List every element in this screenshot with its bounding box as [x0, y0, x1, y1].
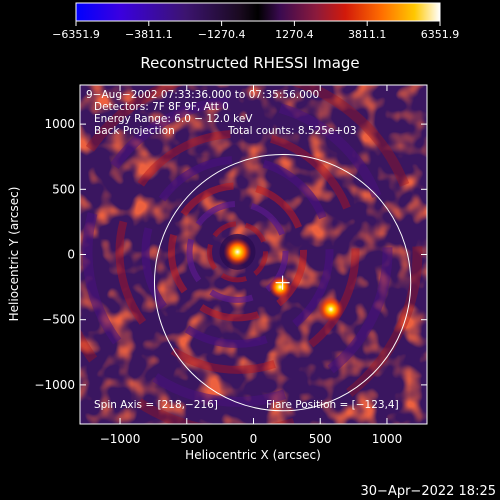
y-tick-label: 1000 [44, 117, 75, 131]
ring [206, 221, 268, 283]
ring [115, 129, 360, 374]
sources [223, 237, 344, 322]
ring [186, 200, 289, 303]
y-axis-label: Heliocentric Y (arcsec) [7, 187, 21, 322]
x-axis: −1000 −500 0 500 1000 [100, 85, 402, 446]
annotation-spin-axis: Spin Axis = [218,−216] [94, 399, 218, 411]
annotation-method: Back Projection [94, 125, 175, 137]
annotation-energy: Energy Range: 6.0 − 12.0 keV [94, 113, 253, 125]
annotation-time: 9−Aug−2002 07:33:36.000 to 07:35:56.000 [86, 89, 319, 101]
solar-limb [153, 154, 412, 412]
concentric-rings [80, 85, 423, 424]
annotation-detectors: Detectors: 7F 8F 9F, Att 0 [94, 101, 229, 113]
y-tick-label: −500 [42, 313, 75, 327]
annotation-counts: Total counts: 8.525e+03 [227, 125, 357, 137]
footer-timestamp: 30−Apr−2022 18:25 [361, 484, 497, 499]
cross-marker [275, 275, 290, 290]
x-tick-label: −1000 [100, 432, 141, 446]
colorbar-tick-label: −6351.9 [52, 28, 100, 41]
colorbar-tick-label: 1270.4 [275, 28, 314, 41]
ring [167, 182, 307, 322]
source-2 [268, 275, 292, 299]
colorbar-tick-label: −1270.4 [198, 28, 246, 41]
colorbar: −6351.9 −3811.1 −1270.4 1270.4 3811.1 6351.9 [52, 2, 459, 41]
colorbar-tick-label: 6351.9 [421, 28, 460, 41]
y-tick-label: −1000 [34, 378, 75, 392]
ring [141, 155, 334, 348]
ring [80, 85, 423, 424]
image-area [80, 85, 427, 424]
x-tick-label: 0 [250, 432, 258, 446]
annotation-flare-position: Flare Position = [−123,4] [266, 399, 399, 411]
colorbar-ticks: −6351.9 −3811.1 −1270.4 1270.4 3811.1 6351.9 [52, 21, 459, 41]
ring [82, 96, 393, 407]
source-1 [223, 237, 252, 266]
x-tick-label: −500 [170, 432, 203, 446]
x-tick-label: 500 [309, 432, 332, 446]
colorbar-tick-label: 3811.1 [348, 28, 387, 41]
x-axis-label: Heliocentric X (arcsec) [185, 448, 321, 462]
x-tick-label: 1000 [372, 432, 403, 446]
colorbar-tick-label: −3811.1 [125, 28, 173, 41]
y-axis: −1000 −500 0 500 1000 [34, 117, 427, 392]
colorbar-gradient [75, 2, 441, 22]
y-tick-label: 0 [67, 248, 75, 262]
chart-title: Reconstructed RHESSI Image [140, 54, 359, 72]
y-tick-label: 500 [52, 182, 75, 196]
source-3 [318, 296, 344, 322]
